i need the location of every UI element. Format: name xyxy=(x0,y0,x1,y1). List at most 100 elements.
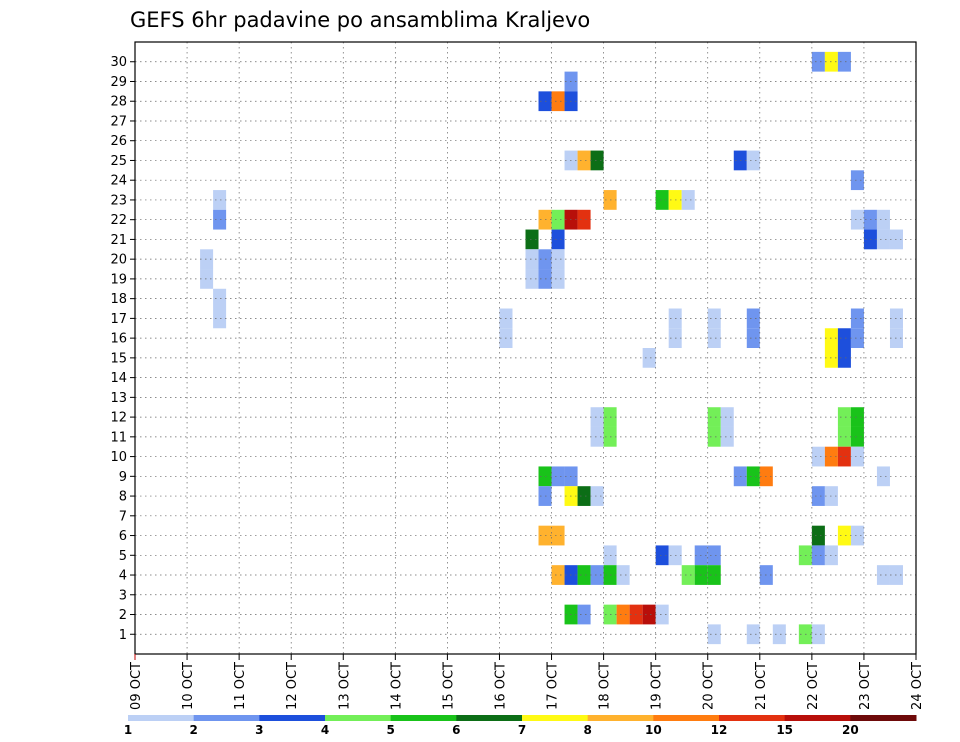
precip-cell xyxy=(876,209,890,230)
precip-cell xyxy=(811,486,825,506)
y-tick-label: 3 xyxy=(119,588,127,603)
precip-cell xyxy=(746,150,760,171)
y-tick-label: 20 xyxy=(110,253,127,268)
precip-cell xyxy=(616,565,630,585)
precip-cell xyxy=(850,407,864,427)
x-tick-label: 17 OCT xyxy=(546,662,561,710)
x-tick-label: 18 OCT xyxy=(598,662,613,710)
precip-cell xyxy=(707,545,721,566)
precip-cell xyxy=(837,328,851,348)
precip-cell xyxy=(213,288,227,309)
precip-cell xyxy=(772,624,786,645)
precip-cell xyxy=(551,525,565,546)
precip-cell xyxy=(590,426,604,447)
y-tick-label: 9 xyxy=(119,470,127,485)
precip-cell xyxy=(837,407,851,427)
colorbar-label: 8 xyxy=(583,723,591,737)
precip-cell xyxy=(590,150,604,171)
y-tick-label: 19 xyxy=(110,272,127,287)
precip-cell xyxy=(850,446,864,467)
precip-cell xyxy=(746,328,760,348)
colorbar-label: 7 xyxy=(518,723,526,737)
y-tick-label: 23 xyxy=(110,193,127,208)
precip-cell xyxy=(707,407,721,427)
chart-title: GEFS 6hr padavine po ansamblima Kraljevo xyxy=(130,8,590,32)
colorbar-label: 6 xyxy=(452,723,460,737)
y-tick-label: 11 xyxy=(110,430,127,445)
precip-cell xyxy=(707,328,721,348)
precip-cell xyxy=(525,269,539,289)
precip-cell xyxy=(213,190,227,210)
precip-cell xyxy=(811,446,825,467)
precip-cell xyxy=(876,229,890,250)
precip-cell xyxy=(746,466,760,487)
y-tick-label: 27 xyxy=(110,114,127,129)
precip-cell xyxy=(577,604,591,625)
colorbar-label: 12 xyxy=(711,723,728,737)
x-tick-label: 16 OCT xyxy=(493,662,508,710)
colorbar-label: 2 xyxy=(189,723,197,737)
precip-cell xyxy=(213,209,227,230)
colorbar-swatch xyxy=(325,715,392,721)
x-tick-label: 10 OCT xyxy=(181,662,196,710)
y-tick-label: 14 xyxy=(110,371,127,386)
precip-cell xyxy=(811,51,825,72)
y-tick-label: 16 xyxy=(110,332,127,347)
x-tick-label: 22 OCT xyxy=(806,662,821,710)
colorbar-swatch xyxy=(390,715,457,721)
precip-cell xyxy=(837,348,851,368)
precip-cell xyxy=(811,545,825,566)
y-axis: 1234567891011121314151617181920212223242… xyxy=(110,55,135,643)
precip-cell xyxy=(551,91,565,112)
precip-cell xyxy=(655,604,669,625)
x-tick-label: 15 OCT xyxy=(441,662,456,710)
precip-cell xyxy=(707,308,721,329)
precip-cell xyxy=(681,190,695,210)
colorbar-swatch xyxy=(193,715,260,721)
precip-cell xyxy=(850,525,864,546)
precip-cell xyxy=(876,565,890,585)
precip-cell xyxy=(577,150,591,171)
precip-cell xyxy=(746,624,760,645)
y-tick-label: 30 xyxy=(110,55,127,70)
precip-cell xyxy=(616,604,630,625)
y-tick-label: 22 xyxy=(110,213,127,228)
colorbar: 1 2 3 4 5 6 7 8 10 12 15 20 xyxy=(124,715,917,737)
y-tick-label: 26 xyxy=(110,134,127,149)
precip-cell xyxy=(213,308,227,329)
colorbar-swatch xyxy=(587,715,654,721)
precip-cell xyxy=(850,328,864,348)
y-tick-label: 12 xyxy=(110,411,127,426)
x-tick-label: 12 OCT xyxy=(285,662,300,710)
precip-cell xyxy=(837,446,851,467)
y-tick-label: 4 xyxy=(119,569,127,584)
y-tick-label: 25 xyxy=(110,154,127,169)
y-tick-label: 18 xyxy=(110,292,127,307)
precip-cell xyxy=(551,466,565,487)
x-tick-label: 09 OCT xyxy=(129,662,144,710)
precipitation-cells xyxy=(200,51,903,645)
precip-cell xyxy=(837,51,851,72)
precip-cell xyxy=(642,348,656,368)
y-tick-label: 13 xyxy=(110,391,127,406)
precip-cell xyxy=(720,407,734,427)
colorbar-swatch xyxy=(784,715,851,721)
x-axis: 09 OCT 10 OCT 11 OCT 12 OCT 13 OCT 14 OCT 15 O… xyxy=(129,654,925,710)
colorbar-label: 1 xyxy=(124,723,132,737)
x-tick-label: 24 OCT xyxy=(910,662,925,710)
y-tick-label: 24 xyxy=(110,174,127,189)
colorbar-label: 15 xyxy=(776,723,793,737)
plot-frame xyxy=(134,41,917,655)
precip-cell xyxy=(707,426,721,447)
precip-cell xyxy=(590,486,604,506)
x-tick-label: 13 OCT xyxy=(337,662,352,710)
precip-cell xyxy=(577,209,591,230)
colorbar-swatch xyxy=(259,715,326,721)
precip-cell xyxy=(551,565,565,585)
colorbar-swatch xyxy=(719,715,786,721)
y-tick-label: 2 xyxy=(119,608,127,623)
precip-cell xyxy=(577,486,591,506)
y-tick-label: 1 xyxy=(119,628,127,643)
precip-cell xyxy=(551,249,565,270)
